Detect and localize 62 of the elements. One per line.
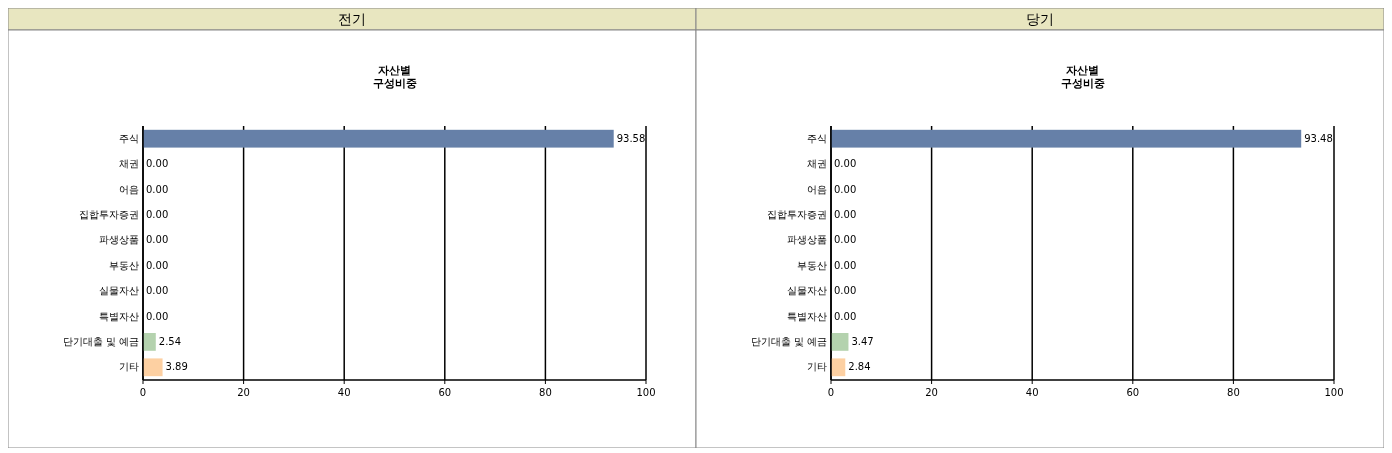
data-label: 0.00 <box>146 234 169 246</box>
data-label: 0.00 <box>146 310 169 322</box>
y-tick-label: 파생상품 <box>787 234 827 246</box>
x-tick-label: 40 <box>1025 387 1039 398</box>
data-label: 0.00 <box>834 310 857 322</box>
x-tick-label: 20 <box>237 387 250 398</box>
x-tick-label: 60 <box>1126 387 1140 398</box>
y-tick-label: 특별자산 <box>99 310 139 322</box>
data-label: 0.00 <box>834 259 857 271</box>
x-tick-label: 100 <box>636 387 656 398</box>
chart-subtitle: 자산별 구성비중 <box>372 64 417 90</box>
y-tick-label: 실물자산 <box>787 285 827 297</box>
chart-title: 전기 <box>338 11 366 27</box>
data-label: 0.00 <box>834 234 857 246</box>
x-tick-label: 40 <box>337 387 351 398</box>
data-label: 0.00 <box>146 183 169 195</box>
bar <box>831 129 1302 148</box>
data-label: 0.00 <box>146 259 169 271</box>
bar <box>831 358 846 377</box>
y-tick-label: 단기대출 및 예금 <box>750 335 827 347</box>
y-tick-label: 부동산 <box>109 259 139 271</box>
data-label: 2.54 <box>158 335 182 347</box>
bar <box>143 358 163 377</box>
x-tick-label: 60 <box>438 387 452 398</box>
y-tick-label: 부동산 <box>797 259 827 271</box>
y-tick-label: 특별자산 <box>787 310 827 322</box>
chart-subtitle: 자산별 구성비중 <box>1060 64 1105 90</box>
y-tick-label: 어음 <box>119 183 139 195</box>
x-tick-label: 0 <box>139 387 147 398</box>
data-label: 2.84 <box>848 361 871 373</box>
x-tick-label: 20 <box>925 387 938 398</box>
y-tick-label: 기타 <box>807 361 827 373</box>
y-tick-label: 파생상품 <box>99 234 139 246</box>
data-label: 0.00 <box>146 158 169 170</box>
bar <box>143 129 614 148</box>
y-tick-label: 주식 <box>119 132 139 144</box>
x-tick-label: 100 <box>1324 387 1344 398</box>
data-label: 0.00 <box>146 285 169 297</box>
data-label: 3.89 <box>165 361 188 373</box>
x-tick-label: 80 <box>1227 387 1240 398</box>
data-label: 0.00 <box>834 183 857 195</box>
data-label: 0.00 <box>834 285 857 297</box>
chart-title: 당기 <box>1026 11 1054 27</box>
data-label: 3.47 <box>851 335 874 347</box>
data-label: 0.00 <box>834 208 857 220</box>
y-tick-label: 채권 <box>807 158 827 170</box>
data-label: 0.00 <box>834 158 857 170</box>
x-tick-label: 0 <box>827 387 835 398</box>
y-tick-label: 주식 <box>807 132 827 144</box>
data-label: 93.48 <box>1304 132 1333 144</box>
y-tick-label: 기타 <box>119 361 139 373</box>
data-label: 93.58 <box>616 132 646 144</box>
bar <box>143 333 156 351</box>
y-tick-label: 실물자산 <box>99 285 139 297</box>
y-tick-label: 단기대출 및 예금 <box>62 335 139 347</box>
y-tick-label: 채권 <box>119 158 139 170</box>
y-tick-label: 집합투자증권 <box>79 208 139 220</box>
y-tick-label: 어음 <box>807 183 827 195</box>
y-tick-label: 집합투자증권 <box>767 208 827 220</box>
data-label: 0.00 <box>146 208 169 220</box>
x-tick-label: 80 <box>539 387 552 398</box>
bar <box>831 333 849 351</box>
